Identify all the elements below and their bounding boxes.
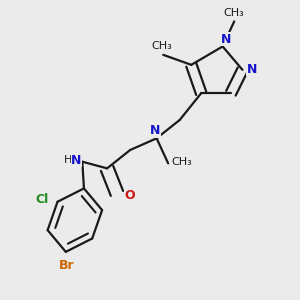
Text: CH₃: CH₃ bbox=[171, 157, 192, 167]
Text: Br: Br bbox=[58, 260, 74, 272]
Text: N: N bbox=[221, 33, 231, 46]
Text: Cl: Cl bbox=[35, 193, 48, 206]
Text: N: N bbox=[71, 154, 82, 166]
Text: O: O bbox=[124, 189, 135, 202]
Text: H: H bbox=[64, 155, 73, 165]
Text: N: N bbox=[247, 63, 257, 76]
Text: CH₃: CH₃ bbox=[151, 41, 172, 52]
Text: CH₃: CH₃ bbox=[224, 8, 244, 18]
Text: N: N bbox=[150, 124, 160, 137]
